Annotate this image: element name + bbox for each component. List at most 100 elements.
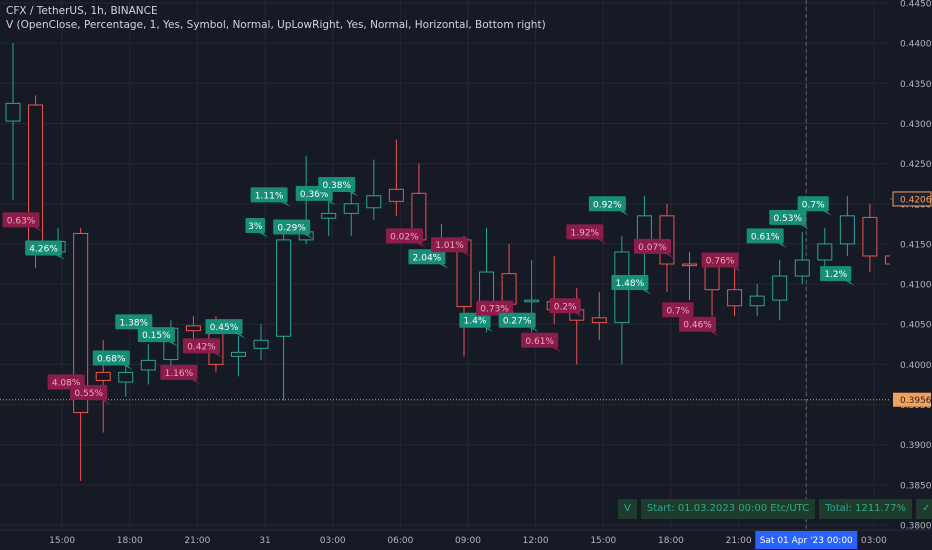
percent-label: 4.26% — [29, 244, 58, 254]
percent-label: 0.73% — [480, 305, 509, 315]
candle-body[interactable] — [501, 273, 517, 305]
percent-label: 0.61% — [751, 232, 780, 242]
percent-label-box — [408, 249, 446, 265]
candle-body[interactable] — [5, 102, 21, 122]
price-tick-label: 0.4350 — [900, 80, 932, 90]
candle-body[interactable] — [749, 295, 765, 307]
percent-label: 0.38% — [322, 181, 351, 191]
percent-label-pointer — [416, 243, 426, 248]
candle-body[interactable] — [253, 339, 269, 349]
percent-label: 1.11% — [255, 191, 284, 201]
price-tick-label: 0.4450 — [900, 0, 932, 10]
candle-body[interactable] — [185, 325, 201, 332]
candle-body[interactable] — [388, 188, 404, 202]
price-tick-label: 0.3900 — [900, 441, 932, 451]
price-tick-label: 0.4050 — [900, 321, 932, 331]
percent-label-box — [476, 300, 514, 316]
percent-label-box — [588, 196, 626, 212]
percent-label-box — [2, 212, 40, 228]
percent-label-pointer — [574, 313, 584, 318]
total-return-label: Total: 1211.77% — [819, 499, 912, 519]
percent-label: 3% — [248, 222, 263, 232]
percent-label-box — [245, 217, 266, 233]
percent-label-box — [820, 266, 852, 282]
price-tick-label: 0.4000 — [900, 361, 932, 371]
time-axis-bg — [0, 530, 932, 550]
percent-label-pointer — [123, 365, 133, 370]
percent-label-box — [385, 228, 423, 244]
price-tick-label: 0.3800 — [900, 522, 932, 532]
percent-label-pointer — [304, 234, 314, 240]
candle-body[interactable] — [839, 215, 855, 245]
hline-price-tag — [893, 392, 931, 407]
candle-body[interactable] — [817, 243, 833, 261]
percent-label-pointer — [33, 227, 43, 232]
check-icon[interactable]: ✓ — [915, 499, 932, 519]
percent-label-pointer — [484, 327, 494, 333]
crosshair-time-tag — [755, 531, 858, 549]
percent-label-pointer — [462, 252, 471, 257]
candle-body[interactable] — [524, 299, 540, 303]
price-tick-label: 0.4400 — [900, 40, 932, 50]
candle-body[interactable] — [28, 104, 44, 255]
percent-label: 4.08% — [52, 379, 81, 389]
candle-body[interactable] — [343, 203, 359, 214]
price-tick-label: 0.3850 — [900, 481, 932, 491]
candle-body[interactable] — [73, 232, 89, 414]
percent-label: 0.61% — [525, 337, 554, 347]
candle-body[interactable] — [727, 289, 743, 307]
percent-label-box — [679, 316, 717, 332]
time-tick-label: 21:00 — [726, 536, 752, 546]
candle-body[interactable] — [862, 216, 878, 257]
percent-label-box — [205, 319, 243, 335]
percent-label-pointer — [326, 200, 336, 206]
percent-label: 1.38% — [120, 318, 149, 328]
candle-body[interactable] — [682, 263, 697, 267]
indicator-legend[interactable]: V (OpenClose, Percentage, 1, Yes, Symbol… — [6, 19, 546, 31]
candle-body[interactable] — [140, 359, 156, 371]
start-date-label: Start: 01.03.2023 00:00 Etc/UTC — [640, 499, 816, 519]
percent-label: 0.36% — [300, 190, 329, 200]
percent-label-pointer — [619, 211, 629, 216]
percent-label-pointer — [191, 379, 201, 385]
symbol-title[interactable]: CFX / TetherUS, 1h, BINANCE — [6, 5, 158, 17]
percent-label: 0.02% — [390, 232, 419, 242]
percent-label: 0.55% — [74, 389, 103, 399]
percent-label: 1.16% — [165, 369, 194, 379]
candle-body[interactable] — [231, 351, 246, 357]
stats-bar: V Start: 01.03.2023 00:00 Etc/UTC Total:… — [618, 499, 932, 519]
candle-body[interactable] — [118, 371, 134, 383]
time-tick-label: 18:00 — [117, 536, 143, 546]
percent-label-pointer — [349, 191, 359, 197]
percent-label-pointer — [439, 264, 449, 269]
candle-body[interactable] — [276, 239, 292, 337]
percent-label: 1.48% — [616, 279, 645, 289]
percent-label: 1.92% — [571, 228, 600, 238]
percent-label: 0.7% — [802, 200, 825, 210]
indicator-short-label[interactable]: V — [618, 499, 637, 519]
candle-body[interactable] — [772, 275, 788, 301]
candle-body[interactable] — [366, 195, 382, 209]
percent-label: 2.04% — [413, 253, 442, 263]
percent-label-box — [566, 224, 604, 240]
percent-label-pointer — [213, 353, 223, 358]
percent-label-pointer — [664, 253, 674, 259]
price-tick-label: 0.4250 — [900, 160, 932, 170]
candle-body[interactable] — [591, 317, 607, 324]
percent-label-box — [115, 314, 153, 330]
percent-label: 0.53% — [773, 214, 802, 224]
candle-body[interactable] — [95, 371, 111, 381]
price-tick-label: 0.4300 — [900, 120, 932, 130]
time-tick-label: 31 — [259, 536, 270, 546]
candle-body[interactable] — [794, 259, 810, 277]
percent-label-pointer — [777, 243, 787, 248]
time-tick-label: 06:00 — [387, 536, 413, 546]
percent-label: 1.2% — [824, 270, 847, 280]
percent-label: 0.46% — [683, 321, 712, 331]
candle-body[interactable] — [704, 265, 720, 291]
candle-body[interactable] — [321, 212, 337, 219]
price-axis-bg — [890, 0, 932, 550]
percent-label-box — [797, 196, 829, 212]
